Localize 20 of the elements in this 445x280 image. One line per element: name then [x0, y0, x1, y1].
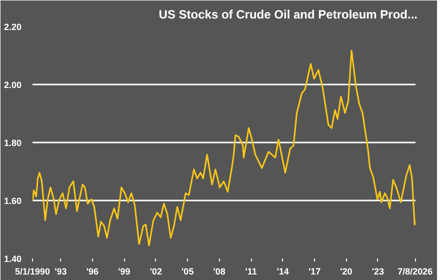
x-tick-label: '02	[150, 266, 162, 276]
x-tick-label: '99	[118, 266, 130, 276]
x-tick-label: '20	[340, 266, 352, 276]
chart-title: US Stocks of Crude Oil and Petroleum Prod...	[158, 8, 418, 22]
x-tick-label: '08	[213, 266, 226, 276]
y-tick-label: 1.60	[4, 196, 22, 206]
x-tick-label: '93	[54, 266, 67, 276]
x-tick-label: 5/1/1990	[14, 266, 50, 276]
x-tick-label: '23	[372, 266, 384, 276]
x-tick-label: '05	[182, 266, 194, 276]
x-tick-label: '11	[245, 266, 257, 276]
y-tick-label: 1.80	[4, 138, 22, 148]
x-tick-label: 7/8/2026	[398, 266, 433, 276]
y-tick-label: 2.00	[4, 80, 22, 90]
x-tick-label: '14	[276, 266, 289, 276]
x-tick-label: '17	[308, 266, 321, 276]
y-tick-label: 2.20	[4, 22, 22, 32]
y-tick-label: 1.40	[4, 254, 22, 264]
x-tick-label: '96	[86, 266, 99, 276]
line-series	[32, 50, 416, 246]
